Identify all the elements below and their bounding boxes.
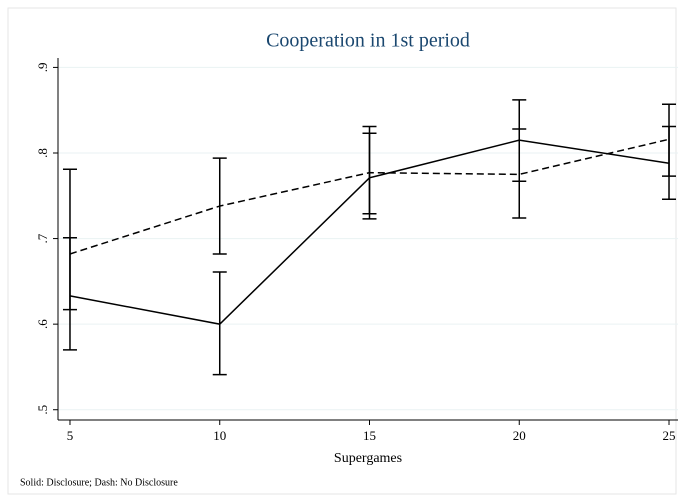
x-tick-label: 20 xyxy=(513,428,526,443)
y-tick-label: .9 xyxy=(35,63,50,73)
error-bar xyxy=(212,271,227,376)
frame xyxy=(7,7,677,495)
y-tick-label: .7 xyxy=(35,233,50,243)
x-tick-label: 15 xyxy=(363,428,376,443)
x-tick-label: 25 xyxy=(663,428,676,443)
error-bar xyxy=(62,168,77,311)
error-bar xyxy=(362,125,377,215)
error-bar xyxy=(662,103,677,177)
note: Solid: Disclosure; Dash: No Disclosure xyxy=(20,477,178,488)
chart-title: Cooperation in 1st period xyxy=(266,30,470,52)
error-bar xyxy=(212,157,227,255)
x-axis-label: Supergames xyxy=(334,451,402,466)
error-bar xyxy=(512,128,527,182)
x-tick-label: 10 xyxy=(213,428,226,443)
y-tick-label: .8 xyxy=(35,148,50,158)
y-tick-label: .5 xyxy=(35,405,50,415)
y-tick-label: .6 xyxy=(35,319,50,329)
x-tick-label: 5 xyxy=(67,428,74,443)
